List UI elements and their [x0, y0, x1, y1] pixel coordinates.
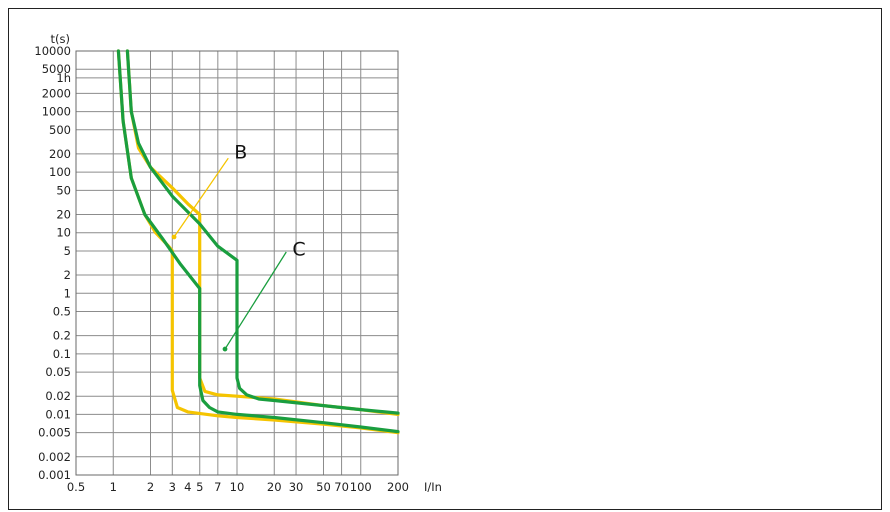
x-tick-label: 0.5	[67, 480, 85, 494]
tripping-curve-chart: BC 1000050001h20001000500200100502010521…	[34, 32, 442, 494]
x-tick-label: 50	[316, 480, 331, 494]
x-tick-label: 200	[387, 480, 409, 494]
y-tick-label: 0.2	[53, 329, 71, 343]
y-tick-label: 0.1	[53, 347, 71, 361]
y-tick-label: 20	[56, 207, 71, 221]
y-tick-label: 200	[49, 147, 71, 161]
x-axis-ticks: 0.5 1 2 3 4 5 7 10 20 30 50 70 100 200	[67, 480, 409, 494]
y-tick-label: 0.02	[45, 389, 71, 403]
y-tick-label: 100	[49, 165, 71, 179]
y-axis-label: t(s)	[51, 32, 70, 46]
x-tick-label: 4	[184, 480, 191, 494]
x-tick-label: 70	[334, 480, 349, 494]
callout-dot	[222, 346, 228, 352]
y-tick-label: 50	[56, 183, 71, 197]
y-tick-label: 10000	[34, 44, 71, 58]
x-tick-label: 100	[350, 480, 372, 494]
y-tick-label: 0.002	[38, 450, 71, 464]
y-tick-label: 1	[64, 286, 71, 300]
callout-label: C	[292, 238, 305, 260]
x-tick-label: 1	[110, 480, 117, 494]
series-line	[116, 49, 400, 434]
callout-leader	[224, 251, 287, 350]
y-tick-label: 5	[64, 244, 71, 258]
y-tick-label: 2000	[42, 86, 71, 100]
y-tick-label: 10	[56, 226, 71, 240]
callout-dot	[171, 234, 177, 240]
curve-layer	[116, 49, 400, 435]
y-tick-label: 500	[49, 123, 71, 137]
series-line	[116, 49, 400, 435]
series-line	[125, 49, 400, 415]
x-tick-label: 10	[230, 480, 245, 494]
annotation-layer: BC	[171, 141, 306, 352]
y-tick-label: 0.5	[53, 305, 71, 319]
callout-leader	[173, 157, 229, 238]
y-tick-label: 0.01	[45, 407, 71, 421]
x-tick-label: 7	[214, 480, 221, 494]
x-tick-label: 30	[289, 480, 304, 494]
y-tick-label: 1h	[56, 71, 71, 85]
callout-label: B	[234, 141, 247, 163]
y-tick-label: 2	[64, 268, 71, 282]
y-tick-label: 0.001	[38, 468, 71, 482]
y-tick-label: 0.005	[38, 426, 71, 440]
x-tick-label: 20	[267, 480, 282, 494]
x-tick-label: 2	[147, 480, 154, 494]
y-tick-label: 5000	[42, 62, 71, 76]
plot-border	[75, 50, 399, 476]
x-axis-label: I/In	[424, 480, 442, 494]
x-tick-label: 3	[169, 480, 176, 494]
y-tick-label: 0.05	[45, 365, 71, 379]
y-tick-label: 1000	[42, 105, 71, 119]
x-tick-label: 5	[196, 480, 203, 494]
